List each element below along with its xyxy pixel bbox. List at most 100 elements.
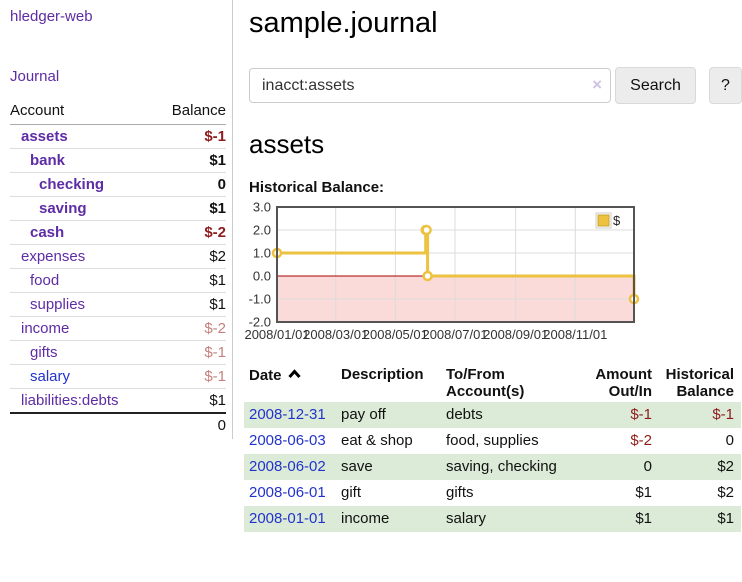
transaction-date-link[interactable]: 2008-12-31: [249, 406, 326, 423]
account-balance: $-1: [204, 128, 226, 145]
transaction-accounts: saving, checking: [446, 454, 564, 480]
account-link-assets[interactable]: assets: [21, 128, 68, 145]
register-header-accounts: To/From Account(s): [446, 366, 525, 400]
transaction-date-cell: 2008-12-31: [244, 402, 341, 428]
transaction-description: pay off: [341, 402, 446, 428]
account-balance: $2: [154, 244, 226, 269]
y-tick-label: 1.0: [253, 246, 271, 261]
accounts-total-row: 0: [10, 412, 226, 437]
spacer: [10, 412, 155, 437]
transaction-row: 2008-12-31 pay off debts $-1 $-1: [244, 402, 741, 428]
transaction-accounts: food, supplies: [446, 432, 539, 449]
transaction-row: 2008-06-02 save saving, checking 0 $2: [244, 454, 741, 480]
search-bar: × Search ?: [249, 67, 742, 104]
transaction-description: income: [341, 506, 446, 532]
account-balance: $-2: [154, 220, 226, 245]
transaction-date-cell: 2008-06-01: [244, 480, 341, 506]
account-link-checking[interactable]: checking: [39, 176, 105, 193]
transaction-balance: 0: [725, 432, 734, 449]
account-link-gifts[interactable]: gifts: [30, 344, 58, 361]
transaction-amount: $-1: [564, 402, 652, 428]
accounts-header-account: Account: [10, 100, 155, 125]
y-tick-label: 2.0: [253, 223, 271, 238]
y-tick-label: 3.0: [253, 200, 271, 215]
y-tick-label: 0.0: [253, 269, 271, 284]
legend-swatch: [597, 214, 610, 227]
register-header-date[interactable]: Date: [244, 363, 341, 402]
account-link-supplies[interactable]: supplies: [30, 296, 86, 313]
account-row: assets $-1: [10, 125, 226, 149]
y-tick-label: -1.0: [249, 292, 271, 307]
x-tick-label: 2008/03/01: [303, 327, 368, 342]
transaction-date-link[interactable]: 2008-01-01: [249, 510, 326, 527]
transaction-date-link[interactable]: 2008-06-02: [249, 458, 326, 475]
account-row: bank $1: [10, 148, 226, 173]
transaction-balance: $2: [717, 484, 734, 501]
account-balance: $-2: [154, 316, 226, 341]
register-header-description: Description: [341, 366, 424, 383]
accounts-table: Account Balance assets $-1 bank $1 checking 0…: [10, 100, 226, 437]
search-input[interactable]: [249, 68, 611, 103]
account-link-saving[interactable]: saving: [39, 200, 87, 217]
account-balance: $1: [154, 148, 226, 173]
register-table: Date Description To/From Account(s) Amou…: [244, 363, 741, 532]
account-link-income[interactable]: income: [21, 320, 70, 337]
transaction-date-link[interactable]: 2008-06-03: [249, 432, 326, 449]
transaction-amount: 0: [564, 454, 652, 480]
transaction-accounts: gifts: [446, 484, 474, 501]
account-balance: $1: [154, 268, 226, 293]
transaction-date-cell: 2008-06-02: [244, 454, 341, 480]
legend-label: $: [613, 213, 621, 228]
accounts-total-value: 0: [154, 412, 226, 437]
search-input-wrap: ×: [249, 68, 611, 103]
sidebar-item-journal[interactable]: Journal: [10, 68, 60, 85]
account-balance: $1: [154, 196, 226, 221]
transaction-row: 2008-01-01 income salary $1 $1: [244, 506, 741, 532]
account-row: liabilities:debts $1: [10, 388, 226, 413]
plot-border: [276, 206, 635, 323]
clear-search-icon[interactable]: ×: [592, 75, 602, 94]
transaction-amount: $1: [564, 506, 652, 532]
account-link-bank[interactable]: bank: [30, 152, 66, 169]
x-tick-label: 2008/01/01: [244, 327, 309, 342]
app-title-link[interactable]: hledger-web: [10, 8, 93, 25]
chart-svg: 3.0 2.0 1.0 0.0 -1.0 -2.02008/01/012008/03/01…: [244, 200, 640, 342]
account-balance: 0: [154, 172, 226, 197]
sidebar: hledger-web Journal Account Balance asse…: [0, 0, 233, 439]
help-button[interactable]: ?: [709, 67, 742, 104]
account-link-liabilities-debts[interactable]: liabilities:debts: [21, 392, 119, 409]
transaction-accounts: salary: [446, 506, 564, 532]
account-row: income $-2: [10, 316, 226, 341]
account-row: gifts $-1: [10, 340, 226, 365]
transaction-date-cell: 2008-01-01: [244, 506, 341, 532]
account-row: cash $-2: [10, 220, 226, 245]
register-header-amount: Amount Out/In: [595, 366, 652, 400]
register-header-balance: Historical Balance: [665, 366, 734, 400]
account-balance: $-1: [154, 364, 226, 389]
account-row: checking 0: [10, 172, 226, 197]
transaction-description: save: [341, 454, 446, 480]
account-link-food[interactable]: food: [30, 272, 60, 289]
accounts-header-balance: Balance: [154, 100, 226, 125]
account-row: food $1: [10, 268, 226, 293]
x-tick-label: 2008/11/01: [543, 327, 607, 342]
transaction-amount: $-2: [630, 432, 652, 449]
x-tick-label: 2008/05/01: [363, 327, 428, 342]
account-balance: $1: [154, 292, 226, 317]
x-tick-label: 2008/09/01: [483, 327, 548, 342]
search-button[interactable]: Search: [615, 67, 696, 104]
account-balance: $1: [154, 388, 226, 413]
account-link-salary[interactable]: salary: [30, 368, 71, 385]
account-row: supplies $1: [10, 292, 226, 317]
data-point-marker: [422, 270, 433, 282]
transaction-description: gift: [341, 484, 362, 501]
transaction-accounts: debts: [446, 402, 564, 428]
main-content: sample.journal × Search ? assets Histori…: [244, 0, 742, 532]
account-link-cash[interactable]: cash: [30, 224, 65, 241]
transaction-date-link[interactable]: 2008-06-01: [249, 484, 326, 501]
transaction-description: eat & shop: [341, 432, 413, 449]
account-link-expenses[interactable]: expenses: [21, 248, 86, 265]
transaction-row: 2008-06-03 eat & shop food, supplies $-2 0: [244, 428, 741, 454]
page-title: sample.journal: [249, 7, 438, 39]
